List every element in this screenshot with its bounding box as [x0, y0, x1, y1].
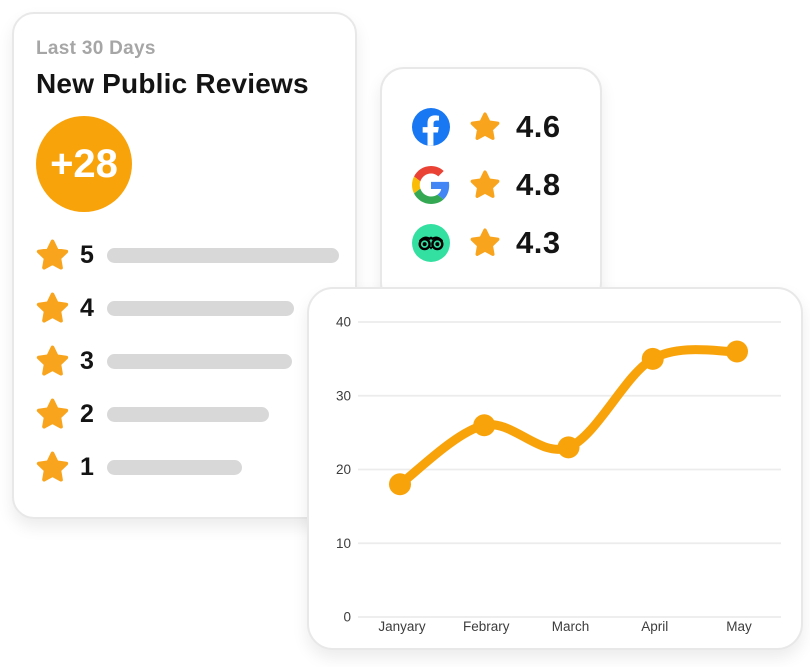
star-icon — [468, 226, 502, 260]
star-row-4: 4 — [34, 289, 335, 327]
card-subtitle: Last 30 Days — [36, 38, 156, 59]
rating-bar — [107, 247, 339, 263]
y-axis-tick-label: 0 — [343, 610, 351, 625]
star-icon — [34, 396, 71, 433]
y-axis-tick-label: 10 — [336, 536, 351, 551]
data-point — [557, 436, 580, 459]
google-rating-value: 4.8 — [516, 167, 561, 202]
star-icon — [34, 343, 71, 380]
x-axis-month-label: Janyary — [378, 619, 426, 634]
x-axis-month-label: May — [726, 619, 752, 634]
rating-bar — [107, 353, 292, 369]
star-count-label: 4 — [80, 293, 94, 322]
star-count-label: 3 — [80, 346, 94, 375]
rating-bar — [107, 459, 242, 475]
rating-bar — [107, 300, 294, 316]
tripadvisor-rating-value: 4.3 — [516, 225, 561, 260]
x-axis-month-label: March — [552, 619, 590, 634]
star-icon — [468, 168, 502, 202]
tripadvisor-rating-row: 4.3 — [412, 221, 600, 265]
review-count-value: +28 — [50, 141, 118, 186]
facebook-rating-row: 4.6 — [412, 105, 600, 149]
data-point — [473, 414, 496, 437]
new-reviews-summary-card: Last 30 Days New Public Reviews +28 5 4 … — [12, 12, 357, 519]
monthly-reviews-line-chart: 0 10 20 30 40 Janyary Febrary March April May — [336, 315, 781, 634]
facebook-icon — [412, 108, 450, 146]
star-icon — [468, 110, 502, 144]
data-point — [641, 347, 664, 370]
google-rating-row: 4.8 — [412, 163, 600, 207]
platform-ratings-card: 4.6 4.8 4.3 — [380, 67, 602, 307]
star-icon — [34, 237, 71, 274]
data-point — [389, 473, 411, 496]
rating-bar — [107, 406, 269, 422]
y-axis-tick-label: 30 — [336, 388, 351, 403]
google-icon — [412, 166, 450, 204]
x-axis-month-label: Febrary — [463, 619, 510, 634]
reviews-trend-card: 0 10 20 30 40 Janyary Febrary March April May — [307, 287, 803, 650]
star-count-label: 1 — [80, 452, 94, 481]
card-title: New Public Reviews — [36, 68, 309, 99]
star-count-label: 5 — [80, 240, 94, 269]
x-axis-month-label: April — [641, 619, 668, 634]
trend-line — [395, 345, 742, 489]
star-icon — [34, 449, 71, 486]
facebook-rating-value: 4.6 — [516, 109, 561, 144]
star-distribution: 5 4 3 2 1 — [34, 236, 339, 486]
y-axis-tick-label: 20 — [336, 462, 351, 477]
data-point — [726, 340, 748, 363]
star-row-1: 1 — [34, 448, 335, 486]
tripadvisor-icon — [412, 224, 450, 262]
star-row-3: 3 — [34, 342, 335, 380]
star-icon — [34, 290, 71, 327]
review-count-badge: +28 — [36, 116, 132, 212]
star-row-5: 5 — [34, 236, 339, 274]
y-axis-tick-label: 40 — [336, 315, 351, 330]
star-row-2: 2 — [34, 395, 335, 433]
star-count-label: 2 — [80, 399, 94, 428]
